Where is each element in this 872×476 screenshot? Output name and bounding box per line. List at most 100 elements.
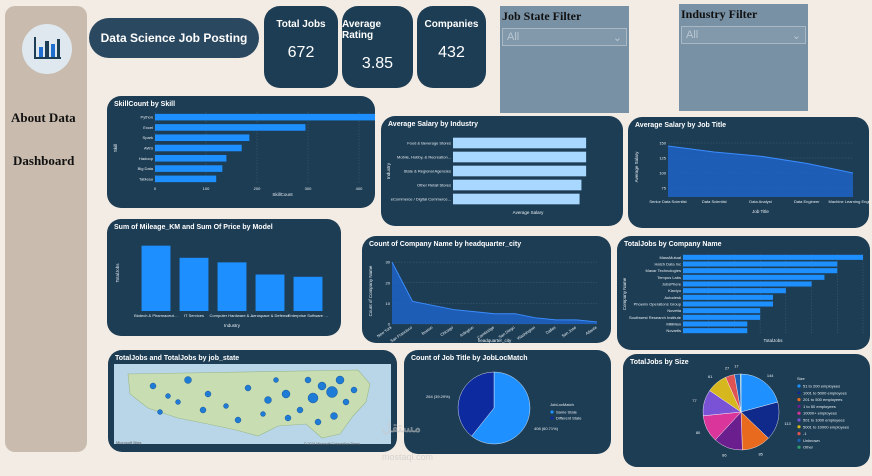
pie-data-label: 408 (60.71%): [534, 426, 559, 431]
x-tick-label: 300: [305, 186, 312, 191]
bar-category-label: Hatch Data Inc: [655, 262, 681, 267]
state-bubble: [260, 411, 266, 417]
legend-label: 201 to 500 employees: [803, 397, 842, 402]
chart-title: Average Salary by Job Title: [635, 122, 727, 129]
state-bubble: [314, 418, 322, 426]
kpi-value: 672: [287, 44, 315, 61]
y-tick-label: 125: [659, 156, 666, 161]
legend-label: Different State: [556, 416, 582, 421]
state-bubble: [307, 392, 319, 404]
map-brand: Microsoft Bing: [116, 440, 142, 445]
state-bubble: [234, 416, 242, 424]
bar: [217, 262, 247, 311]
state-bubble: [284, 414, 292, 422]
x-tick-label: Arlington: [459, 325, 475, 338]
state-bubble: [335, 375, 345, 385]
jobs-by-size-chart: TotalJobs by Size Size 51 to 200 employee…: [623, 354, 870, 467]
legend-label: 10000+ employees: [803, 411, 837, 416]
x-tick-label: 400: [356, 186, 363, 191]
bar-category-label: Food & Beverage Stores: [407, 141, 451, 146]
x-tick-label: 200: [254, 186, 261, 191]
pie-data-label: 144: [767, 373, 774, 378]
chevron-down-icon: ⌄: [791, 29, 801, 42]
y-tick-label: 10: [386, 301, 391, 306]
bar: [141, 245, 171, 311]
bar: [155, 144, 242, 152]
x-tick-label: Atlanta: [585, 324, 599, 336]
chart-title: Average Salary by Industry: [388, 121, 479, 128]
kpi-value: 3.85: [361, 55, 394, 72]
dashboard-link[interactable]: Dashboard: [13, 153, 75, 168]
area-fill: [392, 262, 597, 324]
filter-title: Job State Filter: [502, 9, 582, 23]
x-tick-label: 100: [203, 186, 210, 191]
legend-swatch: [797, 418, 801, 422]
bar: [683, 301, 773, 307]
x-tick-label: 0: [154, 186, 157, 191]
pie-data-label: 113: [784, 421, 791, 426]
pie-data-label: 77: [692, 398, 697, 403]
x-tick-label: IT Services: [184, 313, 204, 318]
legend-swatch: [797, 425, 801, 429]
map-copyright: © 2024 Microsoft Corporation Terms: [304, 442, 361, 446]
x-axis-label: Average Salary: [513, 210, 544, 215]
x-tick-label: Computer Hardware & …: [210, 313, 255, 318]
legend-label: 51 to 200 employees: [803, 384, 840, 389]
state-bubble: [175, 399, 181, 405]
area-fill: [668, 146, 853, 197]
legend-swatch: [797, 404, 801, 408]
bar-category-label: Python: [141, 115, 153, 120]
pie-data-label: 85: [758, 451, 763, 456]
state-bubble: [223, 403, 229, 409]
legend-label: Unknown: [803, 438, 820, 443]
bar: [453, 151, 587, 163]
bar: [453, 179, 582, 191]
x-tick-label: Senior Data Scientist: [649, 199, 687, 204]
x-axis-label: Job Title: [752, 209, 769, 214]
bar-category-label: MilliMan: [666, 322, 681, 327]
bar-category-label: Tableau: [139, 176, 153, 181]
state-bubble: [157, 409, 163, 415]
state-bubble: [184, 376, 192, 384]
skill-count-chart: SkillCount by Skill Python Excel Spark AWS H…: [107, 96, 375, 208]
pie-slice: [740, 373, 742, 413]
state-bubble: [264, 396, 272, 404]
kpi-average-rating: Average Rating 3.85: [342, 6, 413, 88]
bar: [179, 257, 209, 311]
legend-label: 501 to 1000 employees: [803, 418, 845, 423]
bar-category-label: MassMutual: [659, 255, 681, 260]
series-line: [391, 261, 598, 323]
bar: [155, 165, 223, 172]
watermark-text: مستقل: [382, 420, 421, 435]
state-bubble: [304, 376, 312, 384]
legend-swatch: [550, 416, 554, 420]
x-tick-label: Biotech & Pharmaceut…: [134, 313, 178, 318]
bar-category-label: Other Retail Stores: [417, 183, 451, 188]
industry-select[interactable]: All ⌄: [681, 26, 806, 44]
state-bubble: [281, 389, 291, 399]
bar: [683, 281, 812, 287]
y-axis-label: Average Salary: [634, 151, 639, 182]
state-bubble: [350, 386, 358, 394]
about-data-link[interactable]: About Data: [11, 110, 76, 125]
state-bubble: [342, 398, 350, 406]
bar: [683, 288, 786, 294]
pie-slice: [457, 371, 495, 437]
pie-data-label: 264 (39.29%): [426, 394, 451, 399]
bar: [255, 274, 285, 311]
x-axis-label: TotalJobs: [763, 338, 783, 343]
bar-category-label: Spark: [143, 135, 153, 140]
pie-data-label: 61: [708, 374, 713, 379]
x-tick-label: Aerospace & Defense: [251, 313, 291, 318]
x-tick-label: Dallas: [545, 325, 557, 335]
page-title: Data Science Job Posting: [89, 18, 259, 58]
y-axis-label: Skill: [113, 144, 118, 152]
job-state-select[interactable]: All ⌄: [502, 28, 627, 46]
legend-swatch: [797, 391, 801, 395]
legend-title: Size: [797, 376, 806, 381]
legend-swatch: [797, 398, 801, 402]
x-tick-label: Machine Learning Engineer: [829, 199, 869, 204]
series-line: [667, 145, 854, 174]
bar: [683, 294, 773, 300]
bar-category-label: Excel: [143, 125, 153, 130]
